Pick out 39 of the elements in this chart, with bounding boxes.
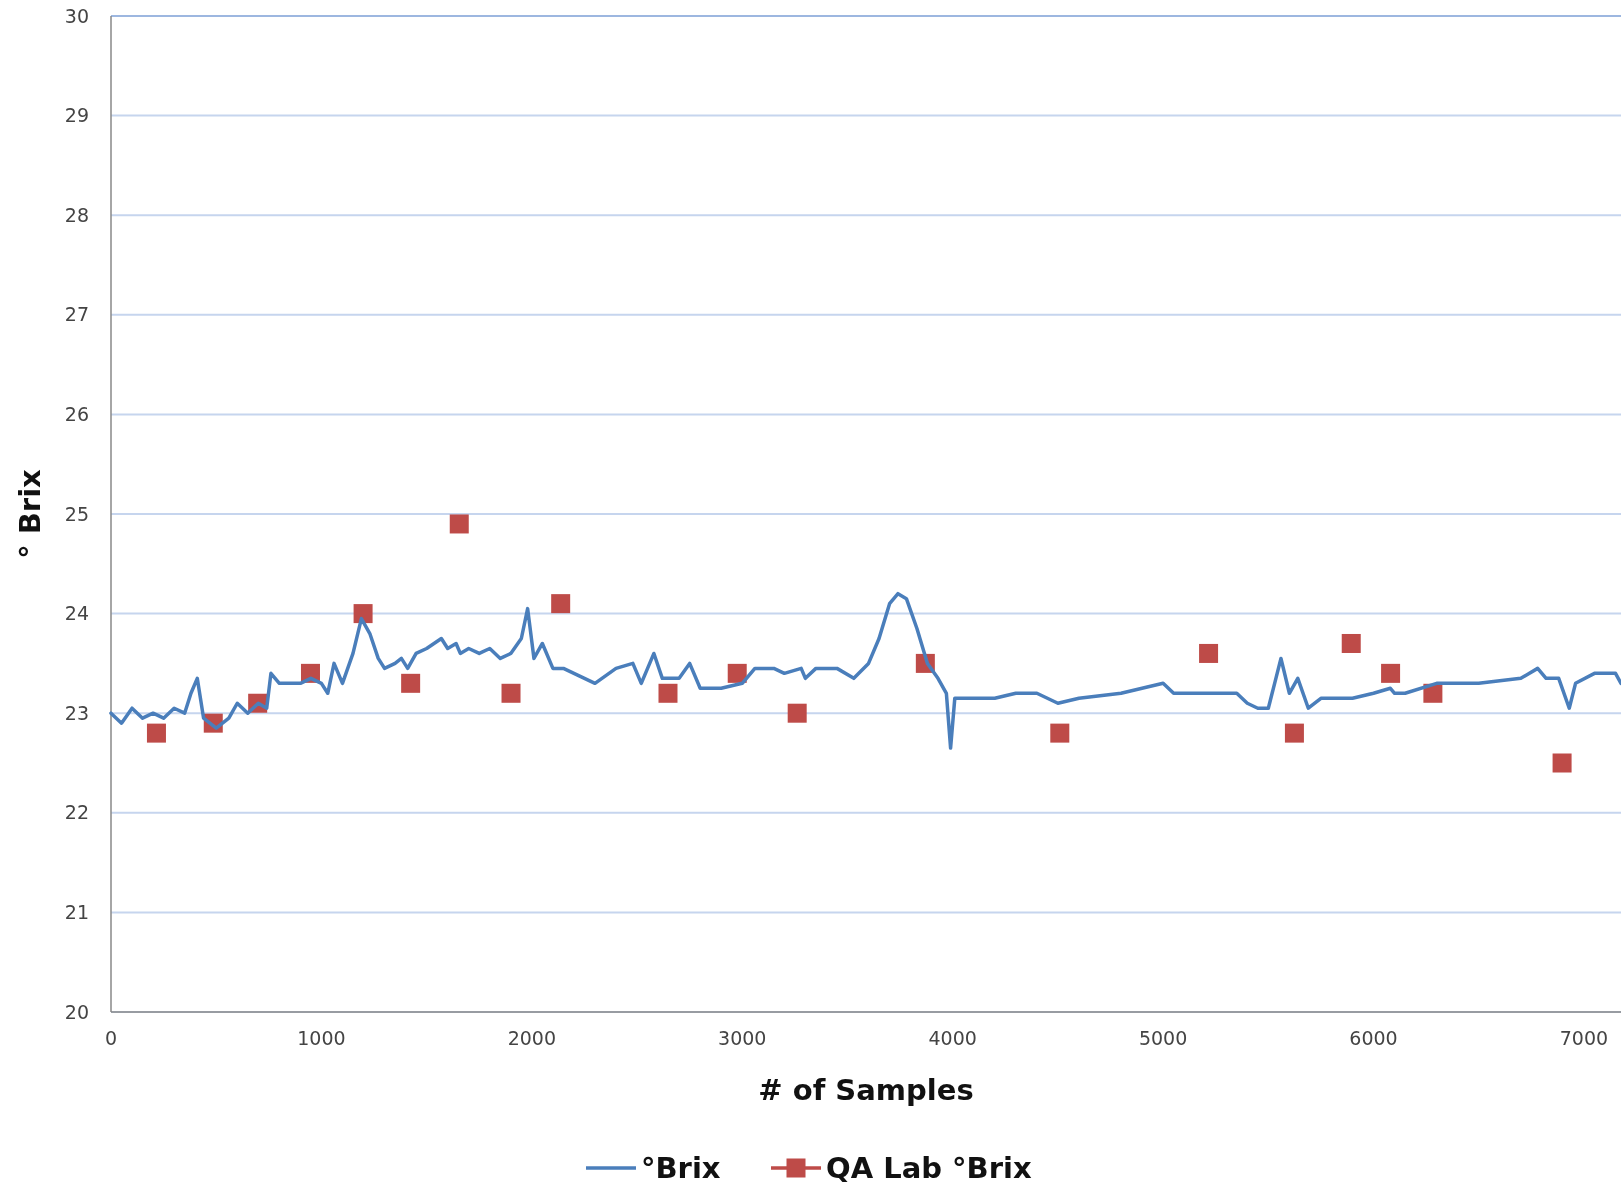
x-tick-label: 2000 [507,1027,557,1049]
point [353,604,373,624]
x-tick-label: 4000 [928,1027,977,1049]
y-axis-title: ° Brix [13,468,47,559]
point [401,673,421,693]
point [146,723,166,743]
x-tick-label: 7000 [1559,1027,1609,1049]
y-tick-label: 29 [64,104,89,127]
x-tick-label: 6000 [1349,1027,1398,1049]
y-tick-label: 21 [64,901,89,924]
y-tick-label: 26 [64,403,89,426]
y-tick-label: 23 [64,701,89,724]
point [551,594,571,614]
y-tick-label: 25 [64,502,89,525]
point [501,683,521,703]
legend-label: QA Lab °Brix [826,1151,1032,1185]
x-tick-label: 5000 [1138,1027,1188,1049]
point [787,703,807,723]
point [1552,753,1572,773]
point [1199,643,1219,663]
x-tick-label: 1000 [297,1027,346,1049]
x-tick-label: 0 [104,1027,118,1049]
y-tick-label: 27 [64,303,89,326]
y-tick-label: 28 [64,203,89,226]
y-tick-label: 30 [64,4,89,27]
y-tick-label: 24 [64,602,89,625]
y-tick-label: 20 [64,1000,89,1023]
x-axis-title: # of Samples [758,1073,974,1107]
legend-label: °Brix [641,1151,721,1185]
point [449,514,469,534]
point [727,663,747,683]
line-series [109,591,1621,750]
point [1381,663,1401,683]
point [1050,723,1070,743]
point [1341,633,1361,653]
point [658,683,678,703]
y-tick-label: 22 [64,801,89,824]
point [1284,723,1304,743]
x-tick-label: 3000 [718,1027,767,1049]
